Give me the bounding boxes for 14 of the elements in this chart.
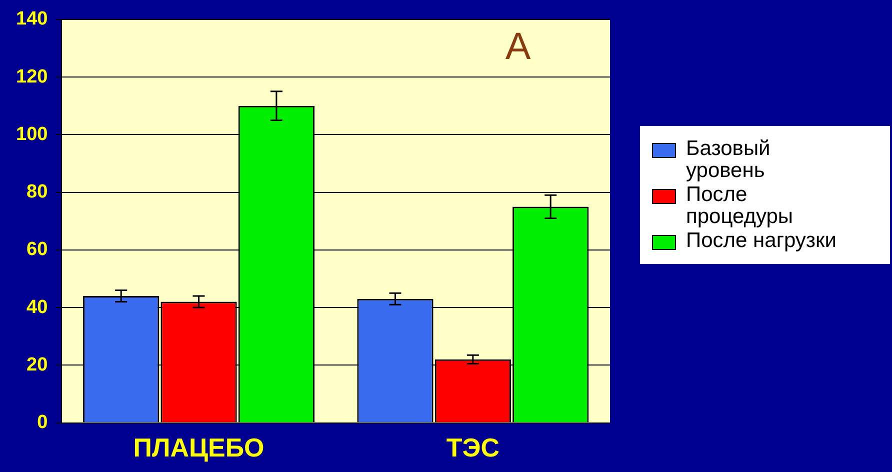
y-tick-label: 20 (26, 354, 48, 376)
y-tick-label: 60 (26, 239, 48, 260)
y-tick-label: 80 (26, 182, 48, 203)
annotation: А (505, 26, 532, 68)
legend-label: Базовый уровень (686, 137, 772, 182)
y-tick-label: 120 (16, 66, 48, 88)
legend-label: После нагрузки (686, 229, 838, 252)
y-tick-label: 40 (26, 296, 48, 318)
x-tick-label: ПЛАЦЕБО (133, 432, 264, 463)
y-tick-label: 0 (37, 412, 48, 434)
y-tick-label: 100 (16, 124, 48, 145)
y-tick-label: 140 (16, 8, 48, 30)
x-tick-label: ТЭС (446, 432, 500, 463)
legend-label: После процедуры (686, 183, 794, 228)
